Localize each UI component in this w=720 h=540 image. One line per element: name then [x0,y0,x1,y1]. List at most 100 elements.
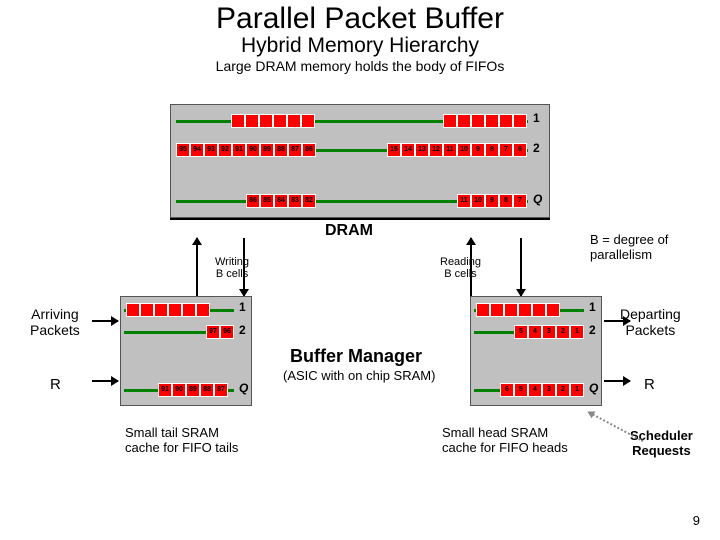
fifo-cell [140,303,154,317]
fifo-cell: 11 [443,143,457,157]
fifo-cell [504,303,518,317]
fifo-cell: 4 [528,383,542,397]
head-sram-note: Small head SRAM cache for FIFO heads [442,425,568,455]
sram-row-label: 2 [589,323,596,337]
buffer-manager-sub: (ASIC with on chip SRAM) [283,368,435,383]
fifo-cell [126,303,140,317]
fifo-cell: 9 [485,194,499,208]
fifo-cell [513,114,527,128]
dram-row-label: 2 [533,141,540,155]
fifo-cell: 2 [556,325,570,339]
fifo-cell [168,303,182,317]
fifo-cell: 14 [401,143,415,157]
fifo-cell [499,114,513,128]
dram-box: 1 95949392919089888786 1514131211109876 … [170,104,550,218]
fifo-cell: 82 [302,194,316,208]
fifo-cell [154,303,168,317]
fifo-cell: 88 [274,143,288,157]
sram-row-label: 1 [239,300,246,314]
fifo-cell: 94 [190,143,204,157]
fifo-cell: 3 [542,383,556,397]
fifo-cell: 10 [471,194,485,208]
fifo-cell [231,114,245,128]
dram-row-label: Q [533,192,542,206]
departing-arrow [604,380,630,382]
tail-sram-box: 1 9796 2 9190898887 Q [120,296,252,406]
sram-row-label: 1 [589,300,596,314]
fifo-cell [532,303,546,317]
fifo-cell [518,303,532,317]
fifo-cell: 86 [246,194,260,208]
fifo-cell: 95 [176,143,190,157]
fifo-cell [457,114,471,128]
fifo-cell: 83 [288,194,302,208]
sram-row-label: Q [589,381,598,395]
caption: Large DRAM memory holds the body of FIFO… [0,58,720,74]
fifo-cell [476,303,490,317]
fifo-cell: 8 [499,194,513,208]
buffer-manager-title: Buffer Manager [290,346,422,367]
dram-ticks [170,218,550,238]
fifo-cell: 1 [570,325,584,339]
fifo-cell: 89 [260,143,274,157]
fifo-cell: 88 [200,383,214,397]
fifo-cell: 5 [514,383,528,397]
subtitle: Hybrid Memory Hierarchy [0,34,720,58]
fifo-cell [196,303,210,317]
arriving-arrow [92,320,118,322]
fifo-cell: 96 [220,325,234,339]
reading-arrow [520,238,522,296]
fifo-cell: 13 [415,143,429,157]
fifo-cell: 5 [514,325,528,339]
fifo-cell [301,114,315,128]
fifo-cell: 6 [500,383,514,397]
fifo-cell: 12 [429,143,443,157]
head-sram-box: 1 54321 2 654321 Q [470,296,602,406]
reading-label: Reading B cells [440,256,481,280]
fifo-cell [490,303,504,317]
fifo-cell: 7 [513,194,527,208]
title: Parallel Packet Buffer [0,0,720,36]
sram-row-label: Q [239,381,248,395]
fifo-cell [287,114,301,128]
fifo-cell: 15 [387,143,401,157]
fifo-cell: 2 [556,383,570,397]
R-right: R [644,376,655,393]
fifo-cell: 92 [218,143,232,157]
fifo-cell: 7 [499,143,513,157]
dram-row-label: 1 [533,111,540,125]
fifo-cell: 89 [186,383,200,397]
tail-sram-note: Small tail SRAM cache for FIFO tails [125,425,238,455]
fifo-cell: 90 [246,143,260,157]
slide-number: 9 [693,513,700,528]
writing-label: Writing B cells [215,256,249,280]
fifo-cell: 9 [471,143,485,157]
arriving-label: Arriving Packets [30,306,80,338]
fifo-cell [443,114,457,128]
fifo-cell: 10 [457,143,471,157]
R-left: R [50,376,61,393]
fifo-cell: 97 [206,325,220,339]
fifo-cell: 90 [172,383,186,397]
fifo-cell: 8 [485,143,499,157]
arriving-arrow [92,380,118,382]
fifo-cell [273,114,287,128]
scheduler-label: Scheduler Requests [630,428,693,458]
fifo-cell: 6 [513,143,527,157]
fifo-cell: 85 [260,194,274,208]
fifo-cell [245,114,259,128]
fifo-cell [546,303,560,317]
writing-arrow [196,238,198,296]
fifo-cell: 87 [214,383,228,397]
departing-label: Departing Packets [620,306,681,338]
b-degree: B = degree of parallelism [590,232,668,262]
sram-row-label: 2 [239,323,246,337]
fifo-cell: 91 [158,383,172,397]
fifo-cell: 84 [274,194,288,208]
fifo-cell: 3 [542,325,556,339]
fifo-cell: 93 [204,143,218,157]
fifo-cell [471,114,485,128]
fifo-cell: 91 [232,143,246,157]
fifo-cell: 86 [302,143,316,157]
fifo-cell [259,114,273,128]
